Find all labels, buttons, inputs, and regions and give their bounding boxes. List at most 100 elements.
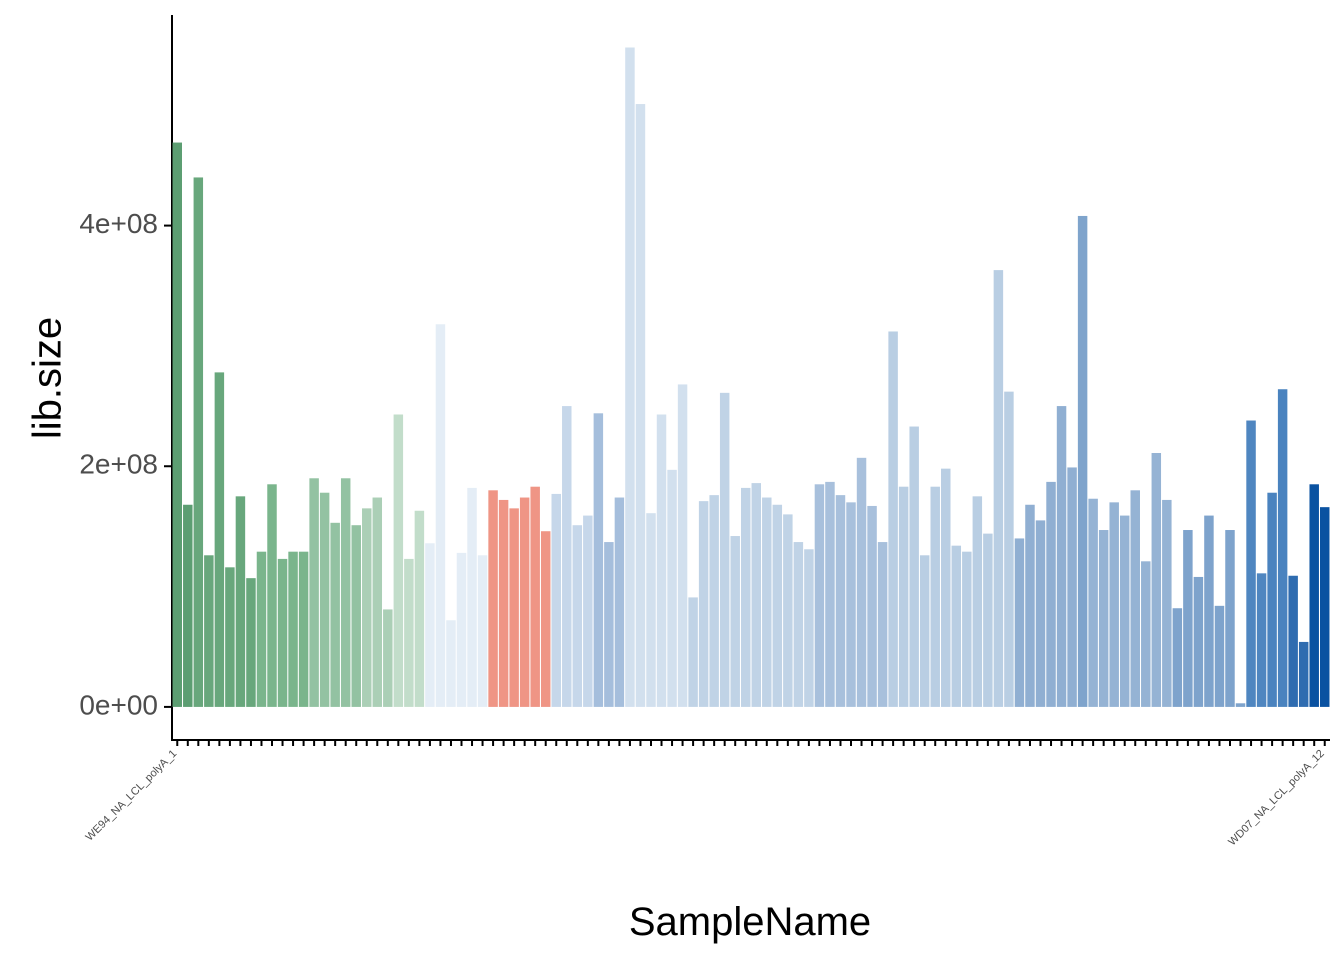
bar [172,142,183,707]
bar [1309,484,1319,707]
bar [698,501,709,707]
bar [667,469,677,707]
bar [646,513,656,707]
bar [351,525,361,707]
bar [1067,467,1077,707]
bar [1267,492,1277,707]
bar [1288,575,1298,707]
bar [309,478,319,707]
bar [972,496,983,707]
bar [867,505,877,707]
x-tick-label: WD07_NA_LCL_polyA_12 [1226,748,1327,849]
bar [1298,641,1309,707]
bar [288,551,298,707]
bar [1035,520,1046,707]
bar [593,413,604,707]
bar [941,468,951,707]
y-tick-label: 2e+08 [79,449,158,480]
bar [467,487,477,707]
bar [498,499,509,707]
bar [1130,490,1140,707]
bar [435,324,446,707]
bar [1204,515,1214,707]
bar [267,484,277,707]
bar [298,551,309,707]
bar [183,504,193,707]
bar [1098,530,1109,707]
bar [414,510,425,707]
bar [214,372,225,707]
y-tick-label: 4e+08 [79,208,158,239]
bar [1256,573,1267,707]
bar [488,490,498,707]
bar [688,597,698,707]
bar [1193,576,1204,707]
bar [625,47,635,707]
bar [1214,605,1225,707]
bar [551,493,561,707]
bar [1162,499,1172,707]
bar [962,551,972,707]
bar [1277,389,1288,707]
bar [783,514,793,707]
bar [1141,561,1151,707]
bar [898,486,909,707]
bar [446,620,456,707]
bar [993,270,1004,707]
bar [572,525,583,707]
bar [814,484,825,707]
bar [614,497,625,707]
bar [362,508,372,707]
bar [540,531,551,707]
bar [825,481,835,707]
bar [1119,515,1130,707]
bar [562,406,572,707]
bar [193,177,204,707]
bar [1025,504,1035,707]
bar [340,478,351,707]
bar [677,384,688,707]
bar [1088,498,1098,707]
bar [930,486,940,707]
bar [425,543,435,707]
bar [1235,703,1246,707]
bar [519,497,530,707]
x-axis-title: SampleName [629,900,871,944]
bar [583,515,593,707]
bar [793,542,804,707]
bar [1172,608,1183,707]
bar [1014,538,1025,707]
bar [909,426,919,707]
bar [919,555,930,707]
bar [635,104,646,707]
bar [762,497,772,707]
bar [751,483,762,707]
bar [246,578,256,707]
bar [804,549,814,707]
bar [319,492,330,707]
bar [951,545,962,707]
y-tick-label: 0e+00 [79,689,158,720]
bar [404,558,414,707]
bar [235,496,246,707]
bar [509,508,519,707]
bar [740,487,751,707]
bar [709,495,719,707]
bar [1151,453,1162,707]
bar [204,555,214,707]
bar [256,551,267,707]
bar [772,504,783,707]
bar [1004,391,1014,707]
bar [719,392,730,707]
x-tick-label: WE94_NA_LCL_polyA_1 [84,748,180,844]
bar [1109,502,1119,707]
bar [656,414,667,707]
bar [983,533,993,707]
bar [1077,215,1088,707]
bar [1246,420,1256,707]
bar [1319,507,1330,707]
bar [383,609,393,707]
bar [888,331,898,707]
bar [277,558,288,707]
